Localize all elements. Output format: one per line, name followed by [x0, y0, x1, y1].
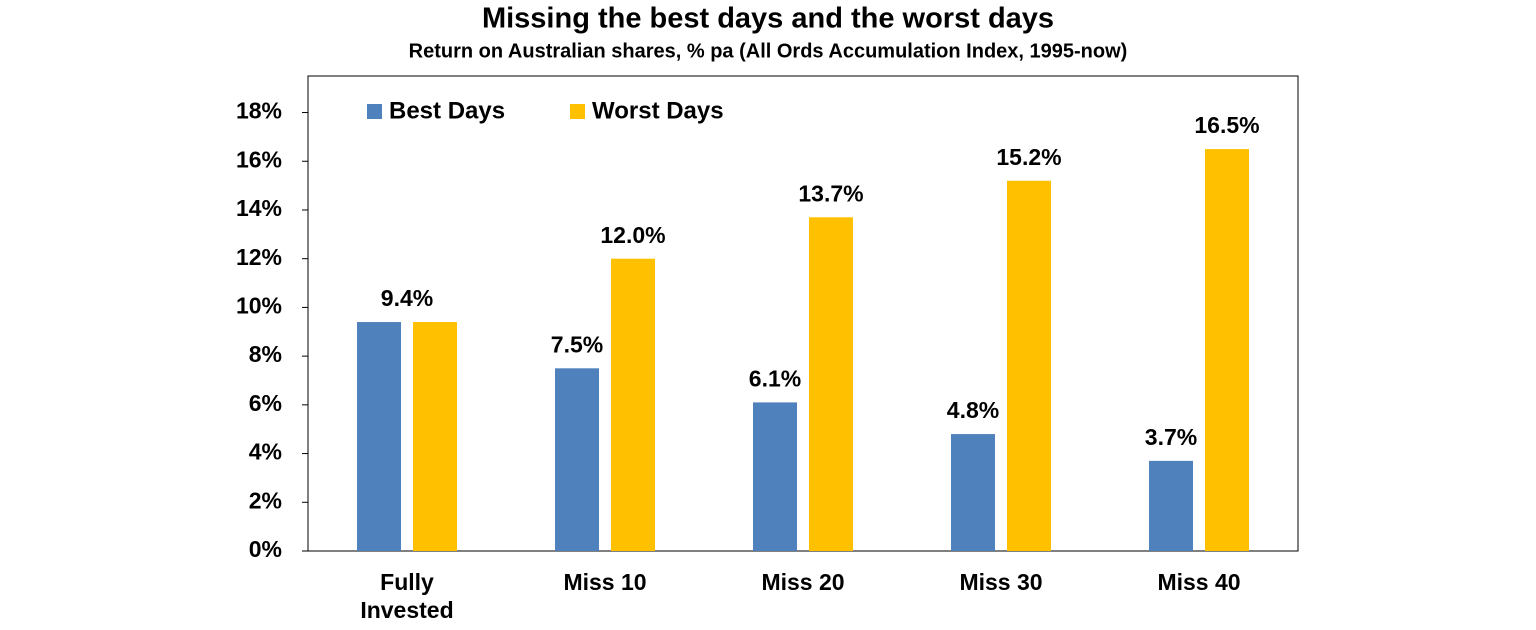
y-tick-label: 8% — [249, 341, 282, 367]
bar — [555, 368, 599, 551]
bar — [611, 258, 655, 551]
bar — [1007, 180, 1051, 551]
legend-swatch — [570, 104, 585, 119]
y-tick-label: 14% — [236, 195, 282, 221]
y-tick-label: 0% — [249, 536, 282, 562]
bar — [809, 217, 853, 552]
x-tick-label: Fully Invested — [360, 569, 454, 623]
bar — [753, 402, 797, 551]
y-tick-label: 18% — [236, 98, 282, 124]
plot-area — [307, 75, 1299, 552]
chart-subtitle: Return on Australian shares, % pa (All O… — [409, 40, 1128, 62]
value-label: 13.7% — [798, 180, 863, 206]
bar — [357, 322, 401, 551]
value-label: 7.5% — [551, 331, 603, 357]
chart-title: Missing the best days and the worst days — [482, 3, 1054, 35]
bar — [413, 322, 457, 551]
bar — [1149, 460, 1193, 551]
y-tick-label: 12% — [236, 244, 282, 270]
y-tick-label: 16% — [236, 146, 282, 172]
legend-label: Worst Days — [592, 97, 724, 124]
x-tick-label: Miss 30 — [959, 569, 1043, 595]
value-label: 9.4% — [381, 285, 433, 311]
value-label: 12.0% — [600, 222, 665, 248]
y-tick-label: 10% — [236, 292, 282, 318]
value-label: 15.2% — [996, 144, 1061, 170]
legend-swatch — [367, 104, 382, 119]
y-tick-label: 6% — [249, 390, 282, 416]
x-tick-label: Miss 40 — [1157, 569, 1241, 595]
value-label: 4.8% — [947, 397, 999, 423]
bar — [1205, 149, 1249, 552]
bar — [951, 434, 995, 551]
y-tick-label: 4% — [249, 439, 282, 465]
value-label: 3.7% — [1145, 424, 1197, 450]
value-label: 6.1% — [749, 365, 801, 391]
x-tick-label: Miss 10 — [563, 569, 647, 595]
y-tick-label: 2% — [249, 487, 282, 513]
value-label: 16.5% — [1194, 112, 1259, 138]
legend-label: Best Days — [389, 97, 505, 124]
x-tick-label: Miss 20 — [761, 569, 845, 595]
